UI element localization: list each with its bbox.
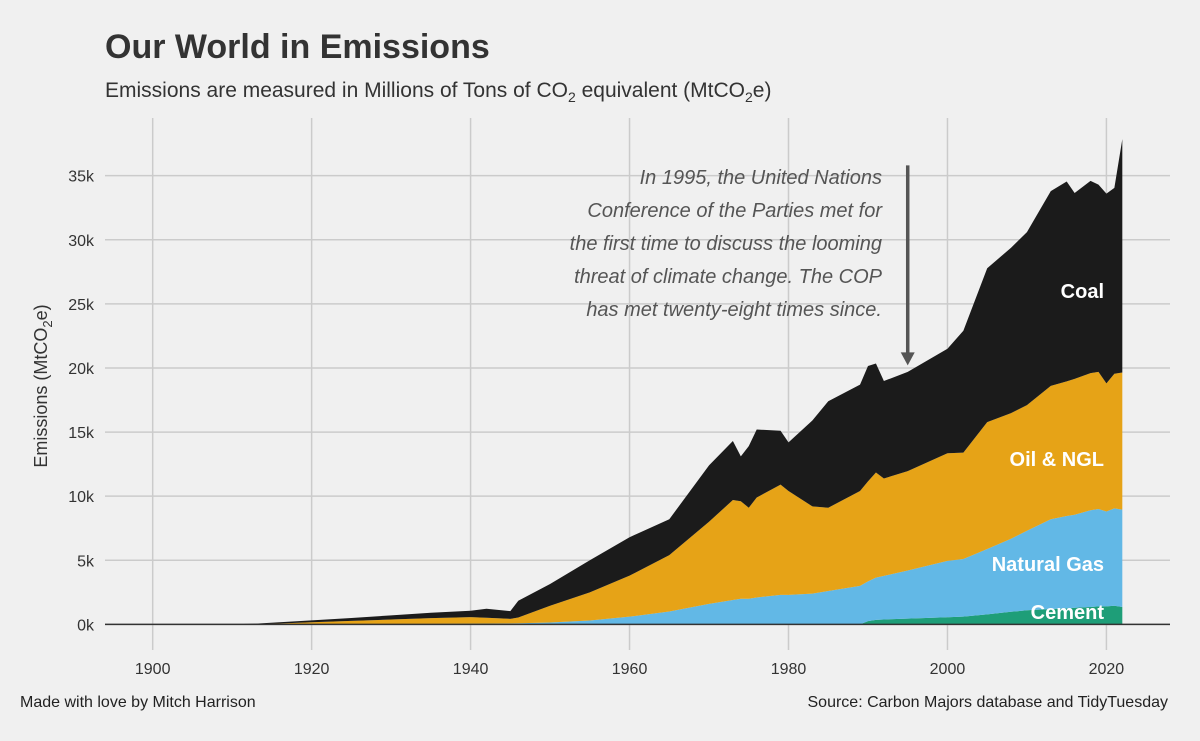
x-tick-label: 1960 (612, 661, 648, 678)
y-axis-title: Emissions (MtCO2e) (31, 304, 55, 467)
x-tick-label: 2000 (930, 661, 966, 678)
annotation-arrowhead (900, 352, 915, 366)
axis-ticks: 1900 1920 1940 1960 1980 2000 2020 0k 5k 10k 15k 20… (68, 169, 1124, 678)
y-tick-label: 0k (77, 617, 95, 634)
cop-annotation: In 1995, the United Nations Conference o… (570, 165, 915, 366)
x-tick-label: 1980 (771, 661, 807, 678)
chart-subtitle: Emissions are measured in Millions of To… (105, 79, 771, 105)
area-oil-ngl (152, 371, 1123, 625)
x-tick-label: 1900 (135, 661, 171, 678)
y-tick-label: 35k (68, 169, 95, 186)
caption-source: Source: Carbon Majors database and TidyT… (808, 694, 1169, 711)
series-labels: Cement Natural Gas Oil & NGL Coal (992, 281, 1105, 624)
area-cement (152, 605, 1123, 625)
annotation-line-5: has met twenty-eight times since. (586, 299, 882, 321)
y-tick-label: 15k (68, 425, 95, 442)
area-coal (152, 139, 1123, 625)
x-tick-label: 1920 (294, 661, 330, 678)
y-tick-label: 10k (68, 489, 95, 506)
annotation-line-4: threat of climate change. The COP (574, 266, 883, 288)
label-natural-gas: Natural Gas (992, 554, 1104, 576)
area-natural-gas (152, 508, 1123, 625)
x-tick-label: 1940 (453, 661, 489, 678)
label-coal: Coal (1061, 281, 1104, 303)
y-tick-label: 20k (68, 361, 95, 378)
label-cement: Cement (1031, 602, 1105, 624)
chart-title: Our World in Emissions (105, 28, 490, 66)
annotation-line-2: Conference of the Parties met for (587, 200, 883, 222)
annotation-line-1: In 1995, the United Nations (640, 167, 882, 189)
annotation-line-3: the first time to discuss the looming (570, 233, 882, 255)
y-tick-label: 25k (68, 297, 95, 314)
y-tick-label: 30k (68, 233, 95, 250)
x-tick-label: 2020 (1089, 661, 1125, 678)
label-oil-ngl: Oil & NGL (1010, 449, 1104, 471)
caption-author: Made with love by Mitch Harrison (20, 694, 256, 711)
y-tick-label: 5k (77, 553, 95, 570)
stacked-areas (152, 139, 1123, 625)
